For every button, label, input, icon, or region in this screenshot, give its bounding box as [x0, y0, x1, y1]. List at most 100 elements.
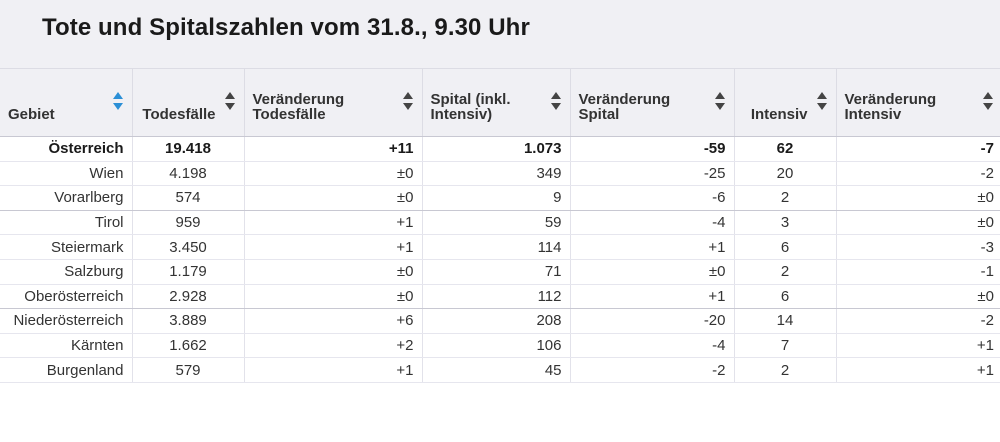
column-header-spital[interactable]: Spital (inkl. Intensiv) [421, 68, 570, 137]
cell-veraenderung-spital: +1 [569, 234, 734, 260]
cell-intensiv: 3 [733, 210, 836, 236]
cell-veraenderung-spital: -20 [569, 308, 734, 334]
table-row: Vorarlberg 574 ±0 9 -6 2 ±0 [0, 185, 1000, 211]
sort-icon[interactable] [224, 92, 235, 110]
cell-gebiet: Niederösterreich [0, 308, 132, 334]
cell-veraenderung-intensiv: ±0 [835, 284, 1000, 310]
table-row: Burgenland 579 +1 45 -2 2 +1 [0, 357, 1000, 383]
table-row: Steiermark 3.450 +1 114 +1 6 -3 [0, 234, 1000, 260]
cell-veraenderung-intensiv: ±0 [835, 210, 1000, 236]
cell-veraenderung-intensiv: -1 [835, 259, 1000, 285]
column-header-label: Veränderung Todesfälle [252, 91, 345, 123]
column-header-veraenderung-todesfaelle[interactable]: Veränderung Todesfälle [243, 68, 422, 137]
page-title: Tote und Spitalszahlen vom 31.8., 9.30 U… [42, 14, 530, 41]
cell-spital: 59 [421, 210, 570, 236]
table-row: Österreich 19.418 +11 1.073 -59 62 -7 [0, 136, 1000, 162]
cell-todesfaelle: 3.450 [131, 234, 244, 260]
cell-intensiv: 7 [733, 333, 836, 359]
cell-veraenderung-todesfaelle: +1 [243, 234, 422, 260]
column-header-label: Gebiet [8, 106, 55, 123]
table-row: Wien 4.198 ±0 349 -25 20 -2 [0, 161, 1000, 187]
cell-veraenderung-todesfaelle: ±0 [243, 259, 422, 285]
cell-veraenderung-todesfaelle: ±0 [243, 284, 422, 310]
cell-veraenderung-todesfaelle: +1 [243, 357, 422, 383]
cell-veraenderung-spital: -4 [569, 333, 734, 359]
column-header-veraenderung-intensiv[interactable]: Veränderung Intensiv [835, 68, 1000, 137]
cell-veraenderung-todesfaelle: +2 [243, 333, 422, 359]
table-row: Niederösterreich 3.889 +6 208 -20 14 -2 [0, 308, 1000, 334]
cell-intensiv: 6 [733, 234, 836, 260]
column-header-todesfaelle[interactable]: Todesfälle [131, 68, 244, 137]
cell-veraenderung-intensiv: -7 [835, 136, 1000, 162]
cell-spital: 114 [421, 234, 570, 260]
sort-icon[interactable] [550, 92, 561, 110]
sort-icon[interactable] [983, 92, 993, 110]
cell-veraenderung-spital: -59 [569, 136, 734, 162]
column-header-veraenderung-spital[interactable]: Veränderung Spital [569, 68, 734, 137]
cell-gebiet: Kärnten [0, 333, 132, 359]
table-header-row: Gebiet Todesfälle Veränderung Todesfälle… [0, 68, 1000, 137]
column-header-label: Todesfälle [142, 106, 216, 123]
cell-veraenderung-spital: -4 [569, 210, 734, 236]
cell-intensiv: 2 [733, 357, 836, 383]
sort-icon[interactable] [402, 92, 413, 110]
cell-intensiv: 6 [733, 284, 836, 310]
cell-veraenderung-spital: +1 [569, 284, 734, 310]
cell-intensiv: 14 [733, 308, 836, 334]
cell-veraenderung-todesfaelle: ±0 [243, 185, 422, 211]
data-table: Gebiet Todesfälle Veränderung Todesfälle… [0, 68, 1000, 383]
cell-veraenderung-spital: -2 [569, 357, 734, 383]
cell-todesfaelle: 4.198 [131, 161, 244, 187]
cell-todesfaelle: 1.179 [131, 259, 244, 285]
cell-gebiet: Burgenland [0, 357, 132, 383]
table-row: Oberösterreich 2.928 ±0 112 +1 6 ±0 [0, 284, 1000, 310]
cell-spital: 45 [421, 357, 570, 383]
cell-todesfaelle: 574 [131, 185, 244, 211]
cell-intensiv: 2 [733, 259, 836, 285]
cell-spital: 1.073 [421, 136, 570, 162]
cell-veraenderung-intensiv: +1 [835, 357, 1000, 383]
cell-veraenderung-spital: -6 [569, 185, 734, 211]
cell-gebiet: Salzburg [0, 259, 132, 285]
cell-todesfaelle: 1.662 [131, 333, 244, 359]
cell-veraenderung-intensiv: -2 [835, 308, 1000, 334]
table-row: Tirol 959 +1 59 -4 3 ±0 [0, 210, 1000, 236]
cell-veraenderung-intensiv: -3 [835, 234, 1000, 260]
cell-gebiet: Steiermark [0, 234, 132, 260]
cell-todesfaelle: 19.418 [131, 136, 244, 162]
sort-icon[interactable] [112, 92, 123, 110]
sort-icon[interactable] [816, 92, 827, 110]
cell-spital: 9 [421, 185, 570, 211]
cell-veraenderung-todesfaelle: +1 [243, 210, 422, 236]
column-header-label: Intensiv [750, 106, 808, 123]
cell-veraenderung-spital: ±0 [569, 259, 734, 285]
cell-veraenderung-todesfaelle: +6 [243, 308, 422, 334]
cell-spital: 349 [421, 161, 570, 187]
cell-veraenderung-todesfaelle: ±0 [243, 161, 422, 187]
column-header-label: Spital (inkl. Intensiv) [430, 91, 511, 123]
cell-intensiv: 20 [733, 161, 836, 187]
cell-spital: 208 [421, 308, 570, 334]
cell-gebiet: Österreich [0, 136, 132, 162]
cell-gebiet: Oberösterreich [0, 284, 132, 310]
cell-gebiet: Tirol [0, 210, 132, 236]
cell-veraenderung-todesfaelle: +11 [243, 136, 422, 162]
cell-veraenderung-spital: -25 [569, 161, 734, 187]
cell-todesfaelle: 959 [131, 210, 244, 236]
column-header-label: Veränderung Spital [578, 91, 671, 123]
cell-veraenderung-intensiv: +1 [835, 333, 1000, 359]
cell-veraenderung-intensiv: -2 [835, 161, 1000, 187]
table-row: Salzburg 1.179 ±0 71 ±0 2 -1 [0, 259, 1000, 285]
sort-icon[interactable] [714, 92, 725, 110]
cell-gebiet: Wien [0, 161, 132, 187]
cell-todesfaelle: 2.928 [131, 284, 244, 310]
column-header-intensiv[interactable]: Intensiv [733, 68, 836, 137]
cell-intensiv: 2 [733, 185, 836, 211]
column-header-label: Veränderung Intensiv [844, 91, 937, 123]
cell-todesfaelle: 579 [131, 357, 244, 383]
cell-spital: 112 [421, 284, 570, 310]
table-row: Kärnten 1.662 +2 106 -4 7 +1 [0, 333, 1000, 359]
column-header-gebiet[interactable]: Gebiet [0, 68, 132, 137]
cell-gebiet: Vorarlberg [0, 185, 132, 211]
header-band: Tote und Spitalszahlen vom 31.8., 9.30 U… [0, 0, 1000, 68]
